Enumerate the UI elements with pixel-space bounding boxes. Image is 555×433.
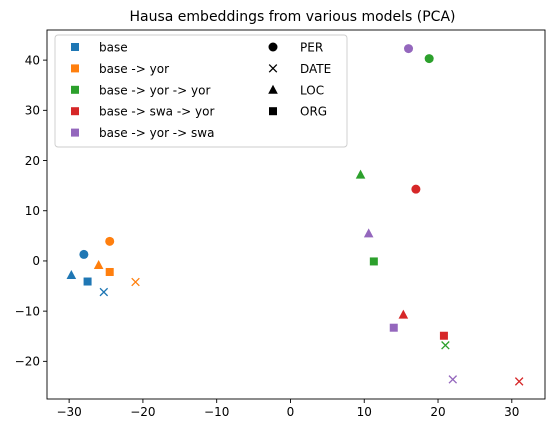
point-4-loc [363, 228, 374, 238]
point-4-date [448, 375, 458, 384]
legend-label-entity: LOC [300, 83, 324, 97]
point-2-loc [355, 169, 366, 179]
point-2-org [369, 257, 378, 266]
y-tick-label: −20 [15, 355, 40, 369]
point-0-per [79, 249, 89, 259]
legend-marker-model [71, 85, 79, 94]
x-tick-label: 10 [357, 405, 372, 419]
x-tick-label: 20 [430, 405, 445, 419]
point-3-per [411, 184, 421, 194]
x-tick-label: −10 [204, 405, 229, 419]
legend-label-model: base -> yor -> yor [99, 83, 210, 97]
point-4-per [404, 44, 414, 54]
point-3-loc [398, 309, 409, 319]
legend-marker-model [71, 43, 79, 51]
point-1-loc [93, 259, 104, 269]
legend-marker-entity [268, 64, 278, 73]
axes: −30 −20 −10 0 10 20 30 −20 −10 0 10 20 30 40 [15, 29, 546, 419]
point-0-date [99, 287, 109, 297]
legend-label-entity: ORG [300, 105, 327, 119]
y-tick-label: 10 [25, 204, 40, 218]
legend-label-model: base [99, 41, 128, 55]
y-tick-label: 40 [25, 53, 40, 67]
legend-marker-model [71, 64, 79, 73]
point-3-org [439, 331, 448, 340]
axes-frame [46, 29, 546, 400]
y-tick-label: −10 [15, 304, 40, 318]
legend-marker-model [71, 107, 79, 116]
point-2-per [424, 54, 434, 64]
point-0-loc [66, 269, 77, 279]
x-tick-label: −20 [130, 405, 155, 419]
point-2-date [441, 341, 450, 350]
legend: base base -> yor base -> yor -> yor base ->… [54, 34, 348, 148]
point-1-date [131, 277, 140, 287]
y-tick-label: 30 [25, 104, 40, 118]
legend-label-entity: DATE [300, 62, 331, 76]
point-1-org [105, 267, 114, 276]
legend-marker-entity [268, 84, 278, 94]
legend-label-entity: PER [300, 41, 323, 55]
legend-marker-entity [269, 107, 277, 116]
point-0-org [83, 277, 92, 286]
legend-marker-entity [268, 42, 278, 52]
legend-box [54, 34, 348, 148]
data-points [66, 44, 524, 386]
legend-marker-model [71, 128, 79, 137]
legend-label-model: base -> swa -> yor [99, 105, 214, 119]
point-1-per [105, 236, 115, 246]
legend-label-model: base -> yor [99, 62, 169, 76]
x-tick-label: 30 [504, 405, 519, 419]
point-3-date [514, 377, 524, 386]
point-4-org [389, 323, 398, 332]
x-tick-label: 0 [287, 405, 295, 419]
y-tick-label: 0 [32, 254, 40, 268]
x-tick-label: −30 [56, 405, 81, 419]
legend-label-model: base -> yor -> swa [99, 126, 214, 140]
chart-title: Hausa embeddings from various models (PC… [130, 9, 456, 25]
y-tick-label: 20 [25, 154, 40, 168]
